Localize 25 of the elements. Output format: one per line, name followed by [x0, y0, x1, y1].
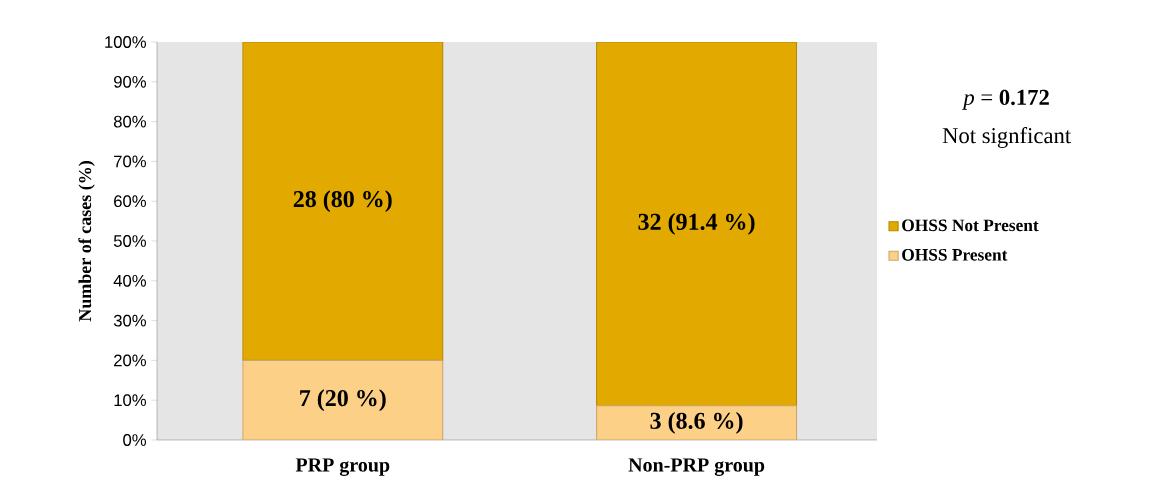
y-tick-label: 90% — [114, 75, 146, 88]
text: p = 0.172 — [962, 89, 1049, 110]
x-tick-label: Non-PRP group — [628, 458, 765, 476]
y-tick-label: 80% — [113, 115, 146, 128]
text: Not signficant — [942, 127, 1072, 148]
y-tick-label: 50% — [113, 235, 146, 247]
legend-label: OHSS Not Present — [902, 219, 1039, 232]
y-tick-label: 10% — [114, 394, 146, 407]
x-tick-label: PRP group — [295, 458, 390, 476]
y-tick-label: 40% — [113, 274, 146, 287]
y-tick-label: 70% — [114, 155, 146, 168]
data-label: 7 (20 %) — [300, 389, 386, 412]
data-label: 32 (91.4 %) — [638, 212, 755, 235]
y-tick-label: 30% — [113, 314, 146, 327]
data-label: 3 (8.6 %) — [650, 411, 743, 434]
y-tick-label: 60% — [114, 195, 146, 208]
bar — [242, 359, 444, 440]
y-axis-title: Number of cases (%) — [78, 161, 95, 322]
y-tick-label: 20% — [114, 354, 146, 367]
bar — [596, 42, 798, 407]
y-tick-label: 100% — [105, 36, 146, 48]
y-tick-label: 0% — [123, 434, 146, 446]
data-label: 28 (80 %) — [293, 190, 392, 213]
bar — [242, 42, 444, 361]
legend-label: OHSS Present — [902, 248, 1008, 261]
